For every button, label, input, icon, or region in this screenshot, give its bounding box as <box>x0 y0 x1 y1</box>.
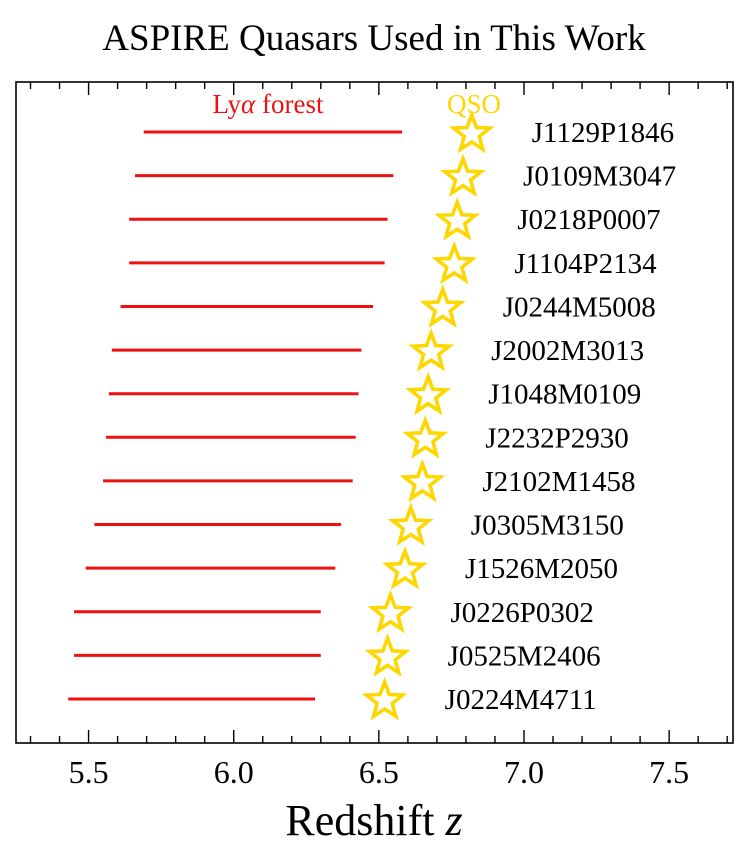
plot-frame <box>15 81 734 744</box>
x-tick-label: 5.5 <box>69 754 109 790</box>
qso-name: J1129P1846 <box>532 117 674 149</box>
qso-star-markers <box>361 109 495 721</box>
qso-star <box>382 546 428 590</box>
qso-name: J1526M2050 <box>465 553 618 585</box>
qso-name: J0226P0302 <box>450 597 593 629</box>
x-tick-label: 7.0 <box>504 754 544 790</box>
x-axis-label: Redshift z <box>285 796 462 845</box>
qso-star <box>364 633 411 677</box>
qso-name: J0305M3150 <box>471 510 624 542</box>
qso-name: J2232P2930 <box>485 422 628 454</box>
qso-name: J0224M4711 <box>445 684 597 716</box>
qso-name: J0109M3047 <box>523 161 676 193</box>
qso-name: J0244M5008 <box>503 291 656 323</box>
qso-star <box>361 676 408 721</box>
qso-name: J0218P0007 <box>517 204 660 236</box>
qso-star <box>419 284 466 328</box>
qso-star <box>440 153 486 198</box>
chart-title: ASPIRE Quasars Used in This Work <box>102 18 646 59</box>
x-tick-label: 6.0 <box>214 754 254 790</box>
qso-name: J1048M0109 <box>488 379 641 411</box>
qso-star <box>431 240 478 285</box>
legend-lya-prefix: Ly <box>213 89 242 119</box>
qso-star <box>405 371 452 416</box>
legend-lya-alpha: α <box>241 89 256 119</box>
qso-name: J2002M3013 <box>491 335 644 367</box>
qso-star <box>399 458 446 503</box>
qso-star <box>408 327 455 372</box>
x-tick-label: 6.5 <box>359 754 399 790</box>
legend-lya-forest: Lyα forest <box>213 89 324 119</box>
qso-name: J2102M1458 <box>482 466 635 498</box>
qso-name-labels: J1129P1846 J0109M3047 J0218P0007 J1104P2134… <box>445 117 676 716</box>
legend-qso: QSO <box>447 89 501 119</box>
qso-name: J0525M2406 <box>448 640 601 672</box>
x-axis-tick-labels: 5.5 6.0 6.5 7.0 7.5 <box>69 754 690 790</box>
x-tick-label: 7.5 <box>649 754 689 790</box>
qso-star <box>434 197 481 241</box>
lya-forest-segments <box>68 130 403 701</box>
qso-star <box>387 502 434 547</box>
legend-lya-suffix: forest <box>255 89 324 119</box>
qso-star <box>402 415 449 459</box>
x-axis-ticks <box>29 82 728 743</box>
qso-name: J1104P2134 <box>514 248 657 280</box>
qso-star <box>448 109 495 154</box>
x-axis-label-text: Redshift <box>285 796 434 845</box>
x-axis-label-variable: z <box>444 796 462 845</box>
qso-star <box>367 589 414 634</box>
